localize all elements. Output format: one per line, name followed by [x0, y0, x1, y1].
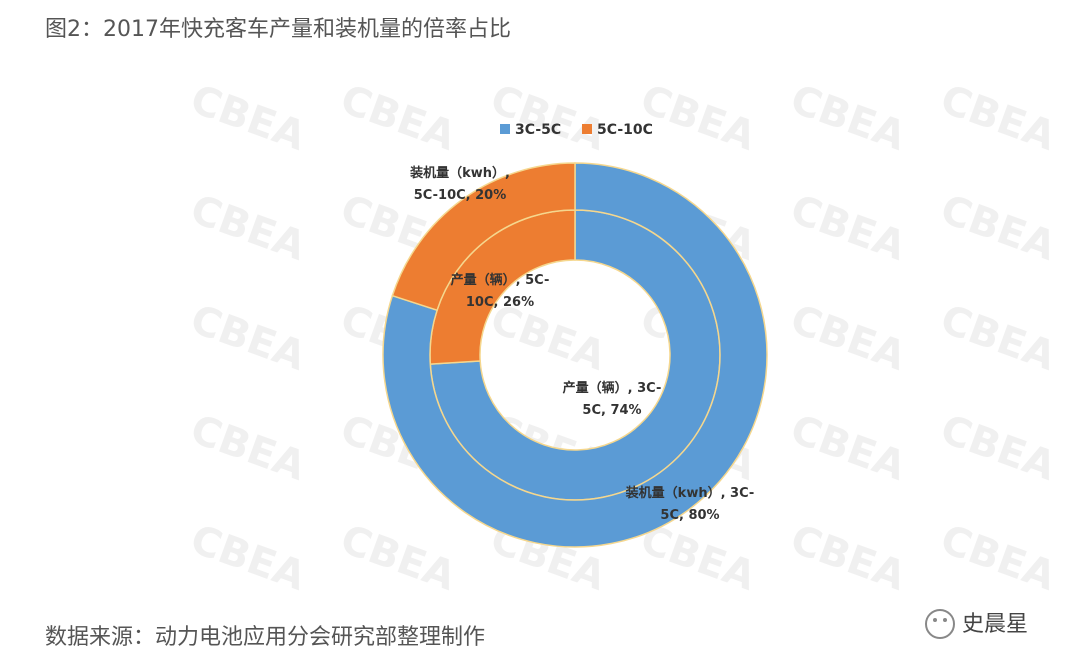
brand: 史晨星 [962, 612, 1028, 637]
donut-slice [382, 162, 768, 548]
legend-label: 5C-10C [597, 122, 653, 138]
watermark: CBEA [935, 296, 1062, 380]
watermark: CBEA [335, 516, 462, 600]
brand-icon [925, 609, 955, 639]
legend-swatch [582, 124, 592, 134]
watermark: CBEA [785, 76, 912, 160]
chart-title: 图2：2017年快充客车产量和装机量的倍率占比 [45, 17, 511, 42]
watermark: CBEA [935, 516, 1062, 600]
watermark: CBEA [635, 76, 762, 160]
legend-label: 3C-5C [515, 122, 561, 138]
watermark: CBEA [935, 186, 1062, 270]
donut-slice [391, 162, 576, 312]
watermark: CBEA [185, 406, 312, 490]
watermark: CBEA [185, 296, 312, 380]
watermark: CBEA [785, 406, 912, 490]
data-label: 装机量（kwh）, 3C-5C, 80% [625, 486, 755, 523]
legend-swatch [500, 124, 510, 134]
watermark: CBEA [785, 296, 912, 380]
data-label: 装机量（kwh）, 5C-10C, 20% [410, 166, 510, 203]
watermark: CBEA [935, 76, 1062, 160]
source-note: 数据来源：动力电池应用分会研究部整理制作 [45, 625, 485, 650]
data-label: 产量（辆）, 3C-5C, 74% [562, 381, 662, 418]
data-label: 产量（辆）, 5C-10C, 26% [450, 273, 550, 310]
watermark: CBEA [185, 76, 312, 160]
watermark: CBEA [185, 186, 312, 270]
watermark: CBEA [335, 76, 462, 160]
watermark: CBEA [785, 516, 912, 600]
watermark: CBEA [935, 406, 1062, 490]
watermark: CBEA [785, 186, 912, 270]
watermark: CBEA [185, 516, 312, 600]
watermark: CBEA [485, 76, 612, 160]
